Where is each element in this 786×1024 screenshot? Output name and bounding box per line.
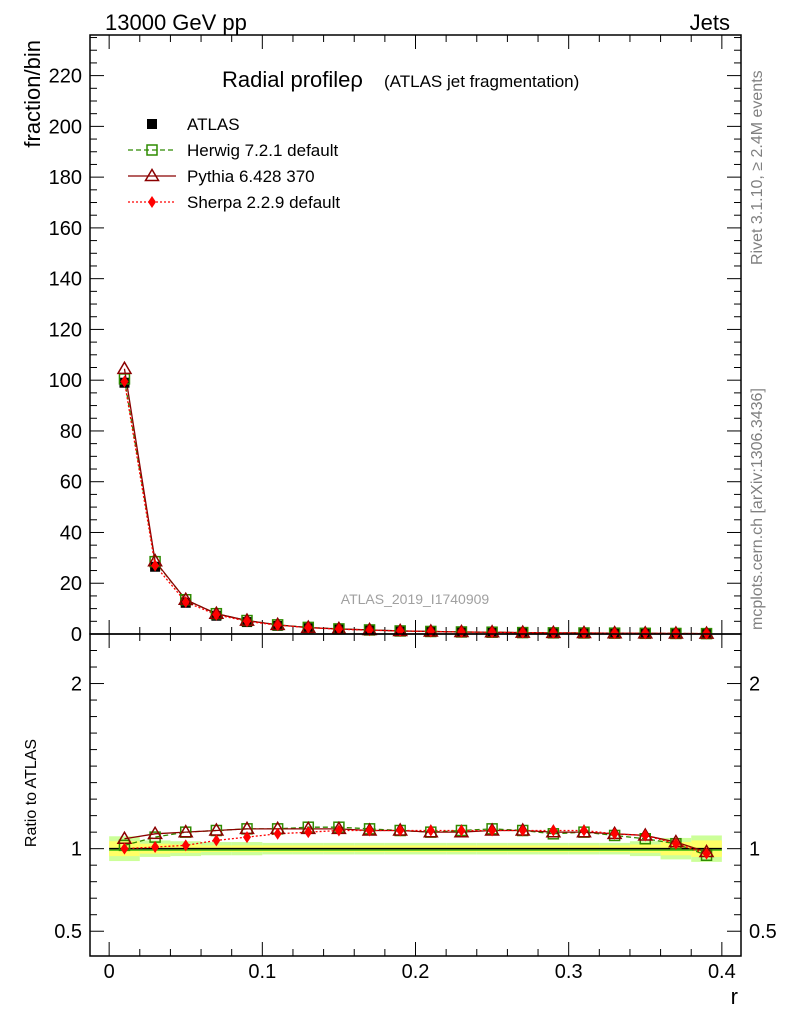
main-ytick-label: 140 <box>49 269 82 291</box>
ratio-ytick-label: 2 <box>71 674 82 696</box>
x-tick-label: 0 <box>104 961 115 983</box>
main-ytick-label: 60 <box>60 472 82 494</box>
sherpa-point <box>181 596 190 609</box>
sherpa-point <box>151 559 160 572</box>
sherpa-point <box>488 626 497 639</box>
x-tick-label: 0.4 <box>708 961 736 983</box>
main-ytick-label: 200 <box>49 116 82 138</box>
main-title: Radial profileρ <box>222 67 363 92</box>
sherpa-point <box>304 621 313 634</box>
legend-pythia-marker <box>144 168 160 182</box>
main-ytick-label: 100 <box>49 370 82 392</box>
x-tick-label: 0.2 <box>402 961 430 983</box>
ratio-sherpa-point <box>457 824 466 837</box>
sherpa-point <box>610 627 619 640</box>
ratio-pythia-point <box>147 825 163 840</box>
sherpa-point <box>579 627 588 640</box>
sherpa-point <box>212 608 221 621</box>
ratio-series <box>116 820 715 862</box>
ratio-sherpa-line <box>124 829 707 855</box>
rivet-label: Rivet 3.1.10, ≥ 2.4M events <box>749 70 766 265</box>
ratio-sherpa-point <box>671 837 680 850</box>
sherpa-point <box>457 625 466 638</box>
y-axis-label: fraction/bin <box>20 40 45 148</box>
main-panel: 0 20 40 60 80 100 120 140 160 180 200 220 Radial pr… <box>20 34 742 646</box>
ratio-ytick-label-right: 1 <box>749 839 760 861</box>
ratio-pythia-point <box>177 824 194 838</box>
ratio-sherpa-point <box>334 824 343 837</box>
ratio-sherpa-point <box>273 827 282 840</box>
legend: ATLAS Herwig 7.2.1 default Pythia 6.428 37… <box>128 115 340 212</box>
ratio-sherpa-point <box>396 824 405 837</box>
ratio-sherpa-point <box>641 829 650 842</box>
ratio-axes: 0.5 0.5 1 1 2 2 0 0.1 0.2 0.3 0.4 <box>54 633 777 983</box>
legend-herwig-marker <box>146 144 158 156</box>
ratio-sherpa-point <box>120 842 129 855</box>
main-ytick-label: 20 <box>60 573 82 595</box>
ratio-ytick-label-right: 2 <box>749 674 760 696</box>
ratio-ytick-label-right: 0.5 <box>749 921 777 943</box>
main-ytick-label: 180 <box>49 167 82 189</box>
main-ytick-label: 40 <box>60 522 82 544</box>
ratio-sherpa-point <box>181 839 190 852</box>
main-ytick-label: 80 <box>60 421 82 443</box>
ratio-sherpa-point <box>488 824 497 837</box>
sherpa-point <box>334 623 343 636</box>
pythia-point <box>116 360 133 375</box>
legend-pythia-label: Pythia 6.428 370 <box>187 167 315 186</box>
sherpa-point <box>273 619 282 632</box>
ratio-ytick-label: 1 <box>71 839 82 861</box>
sherpa-point <box>518 626 527 639</box>
ratio-sherpa-point <box>579 824 588 837</box>
legend-atlas-label: ATLAS <box>187 115 240 134</box>
ratio-sherpa-point <box>518 824 527 837</box>
main-ytick-label: 120 <box>49 319 82 341</box>
main-series <box>116 360 715 640</box>
sherpa-point <box>120 375 129 388</box>
ratio-frame <box>89 633 742 957</box>
header-right-label: Jets <box>690 10 730 35</box>
ratio-sherpa-point <box>151 841 160 854</box>
ratio-sherpa-point <box>304 826 313 839</box>
header-left-label: 13000 GeV pp <box>105 10 247 35</box>
legend-herwig-label: Herwig 7.2.1 default <box>187 141 338 160</box>
legend-sherpa-label: Sherpa 2.2.9 default <box>187 193 340 212</box>
main-ytick-label: 160 <box>49 218 82 240</box>
sherpa-point <box>365 624 374 637</box>
ratio-sherpa-point <box>243 831 252 844</box>
ratio-ytick-label: 0.5 <box>54 921 82 943</box>
sherpa-point <box>549 626 558 639</box>
ratio-sherpa-point <box>365 824 374 837</box>
ratio-sherpa-point <box>426 824 435 837</box>
x-tick-label: 0.3 <box>555 961 583 983</box>
ratio-panel: 0.5 0.5 1 1 2 2 0 0.1 0.2 0.3 0.4 Ratio to ATLAS r <box>23 633 777 1009</box>
main-axes: 0 20 40 60 80 100 120 140 160 180 200 220 <box>49 34 742 646</box>
legend-sherpa-marker <box>148 196 156 208</box>
sherpa-point <box>243 615 252 628</box>
ratio-y-axis-label: Ratio to ATLAS <box>23 739 40 847</box>
main-subtitle: (ATLAS jet fragmentation) <box>384 72 579 91</box>
ratio-sherpa-point <box>610 827 619 840</box>
x-axis-label: r <box>731 984 738 1009</box>
analysis-watermark: ATLAS_2019_I1740909 <box>341 591 490 607</box>
ratio-sherpa-point <box>549 824 558 837</box>
main-ytick-label: 220 <box>49 66 82 88</box>
x-tick-label: 0.1 <box>248 961 276 983</box>
main-ytick-label: 0 <box>71 624 82 646</box>
ratio-sherpa-point <box>212 834 221 847</box>
mcplots-label: mcplots.cern.ch [arXiv:1306.3436] <box>749 388 766 630</box>
legend-atlas-marker <box>147 119 157 129</box>
ratio-sherpa-point <box>702 847 711 860</box>
